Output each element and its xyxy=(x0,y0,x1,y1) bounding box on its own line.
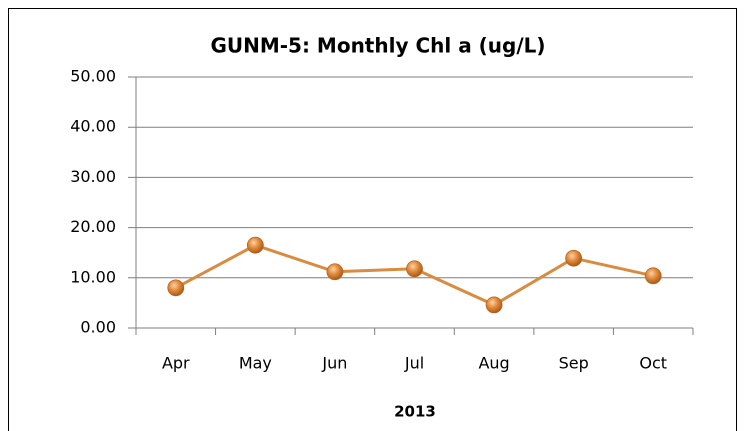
x-tick-label: Aug xyxy=(478,354,509,373)
x-tick-label: May xyxy=(239,354,272,373)
data-point xyxy=(406,260,423,278)
x-tick-label: Apr xyxy=(162,354,190,373)
y-tick-label: 40.00 xyxy=(70,117,116,136)
data-point xyxy=(167,279,185,297)
y-tick-label: 30.00 xyxy=(70,167,116,186)
data-point xyxy=(485,296,503,314)
data-point xyxy=(644,267,662,285)
chart-title: GUNM-5: Monthly Chl a (ug/L) xyxy=(210,34,545,58)
x-tick-label: Oct xyxy=(639,354,667,373)
x-tick-label: Jun xyxy=(321,354,347,373)
y-tick-label: 20.00 xyxy=(70,217,116,236)
y-tick-label: 10.00 xyxy=(70,267,116,286)
y-tick-label: 50.00 xyxy=(70,67,116,86)
chart-border xyxy=(8,8,737,431)
y-tick-label: 0.00 xyxy=(80,318,116,337)
x-axis-label: 2013 xyxy=(394,403,436,421)
data-point xyxy=(246,236,264,254)
x-tick-label: Sep xyxy=(559,354,589,373)
data-point xyxy=(326,263,344,281)
data-point xyxy=(565,249,583,267)
x-tick-label: Jul xyxy=(404,354,424,373)
